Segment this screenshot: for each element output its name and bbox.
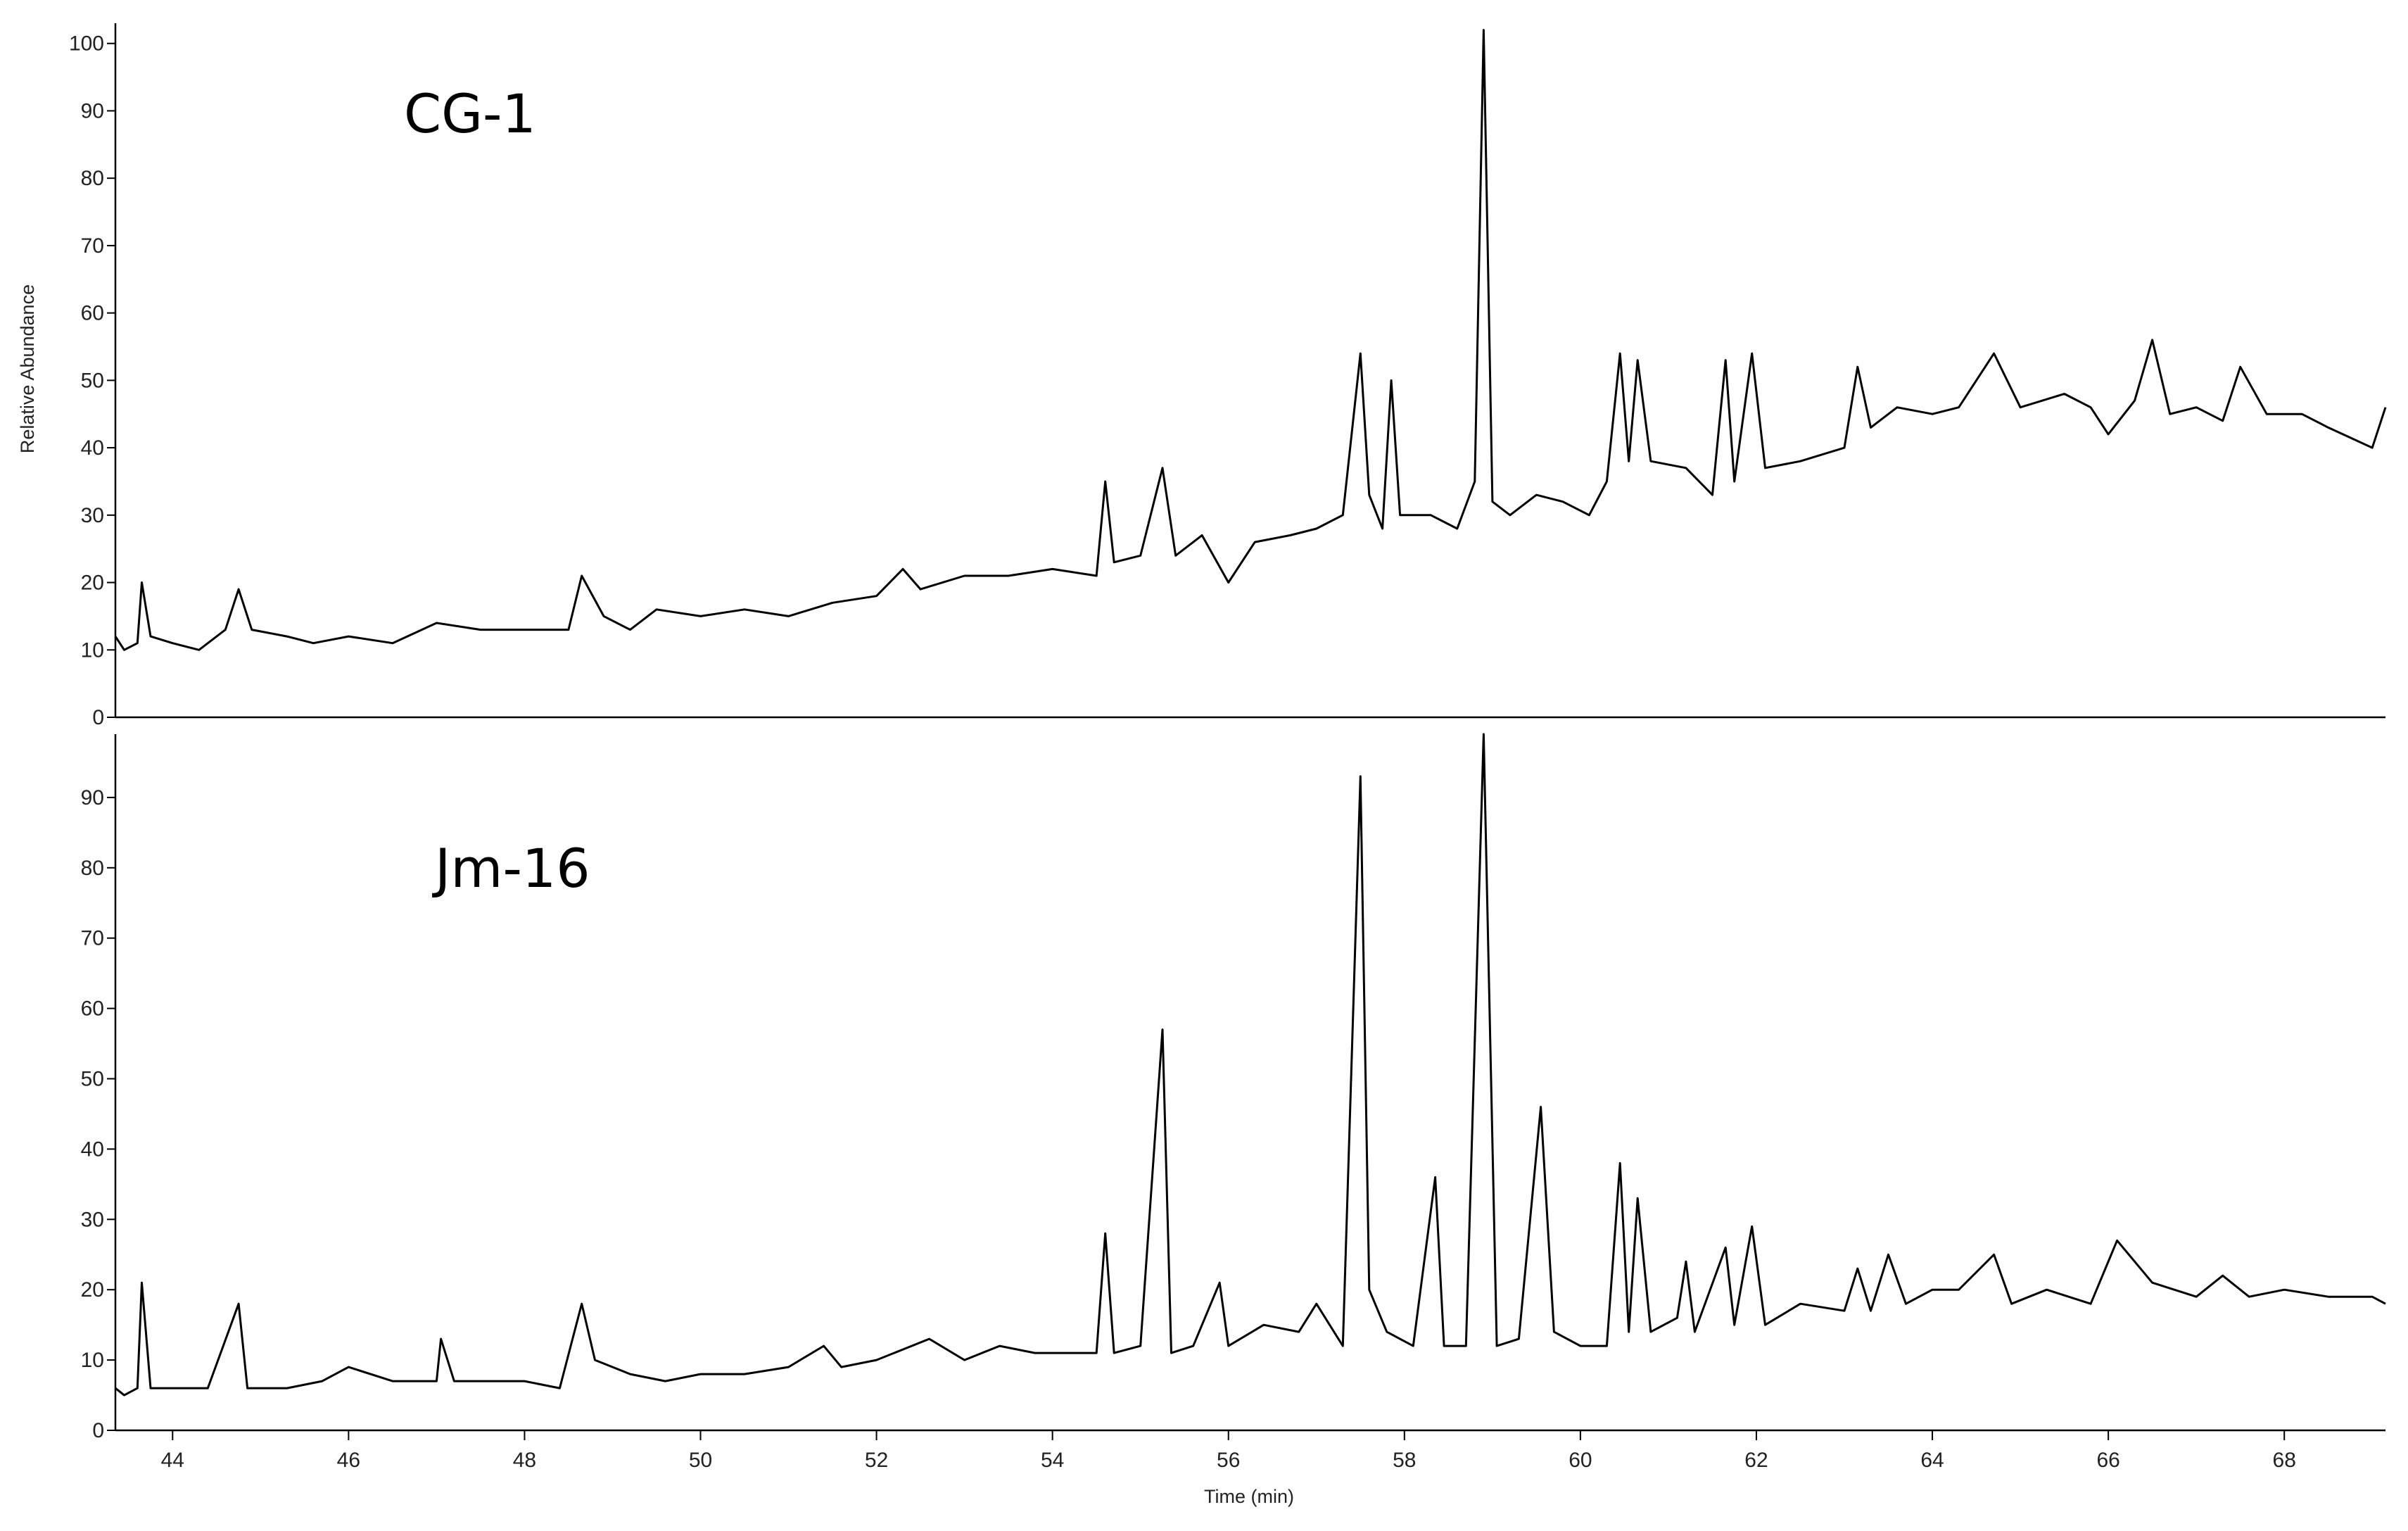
y-tick-label: 90 [81,99,104,122]
y-tick-label: 0 [92,1419,104,1442]
x-tick-label: 54 [1041,1449,1064,1472]
y-tick-label: 60 [81,997,104,1021]
x-tick-label: 44 [161,1449,184,1472]
y-tick-label: 70 [81,234,104,258]
y-tick-label: 70 [81,927,104,950]
y-tick-label: 80 [81,857,104,880]
y-tick-label: 40 [81,1138,104,1161]
y-tick-label: 60 [81,302,104,325]
annotation: Jm-16 [432,837,590,900]
x-tick-label: 64 [1920,1449,1944,1472]
x-tick-label: 50 [689,1449,712,1472]
x-tick-label: 60 [1569,1449,1592,1472]
x-tick-label: 48 [513,1449,536,1472]
y-tick-label: 30 [81,504,104,527]
y-tick-label: 10 [81,638,104,662]
y-tick-label: 0 [92,706,104,729]
chromatogram-line [114,29,2387,651]
y-tick-label: 40 [81,436,104,460]
x-tick-label: 52 [865,1449,888,1472]
y-tick-label: 10 [81,1349,104,1372]
chromatogram-line [115,733,2386,1397]
y-axis-label: Relative Abundance [17,284,38,453]
annotation: CG-1 [404,82,536,145]
y-tick-label: 20 [81,1278,104,1302]
x-tick-label: 46 [337,1449,360,1472]
x-tick-label: 68 [2273,1449,2296,1472]
y-tick-label: 50 [81,1068,104,1091]
y-tick-label: 80 [81,167,104,190]
y-tick-label: 30 [81,1208,104,1231]
x-tick-label: 62 [1744,1449,1768,1472]
y-tick-label: 100 [69,32,104,56]
y-tick-label: 90 [81,786,104,809]
x-axis-label: Time (min) [1204,1486,1294,1507]
x-tick-label: 56 [1217,1449,1240,1472]
y-tick-label: 20 [81,572,104,595]
x-tick-label: 66 [2096,1449,2119,1472]
x-tick-label: 58 [1393,1449,1416,1472]
y-tick-label: 50 [81,369,104,392]
